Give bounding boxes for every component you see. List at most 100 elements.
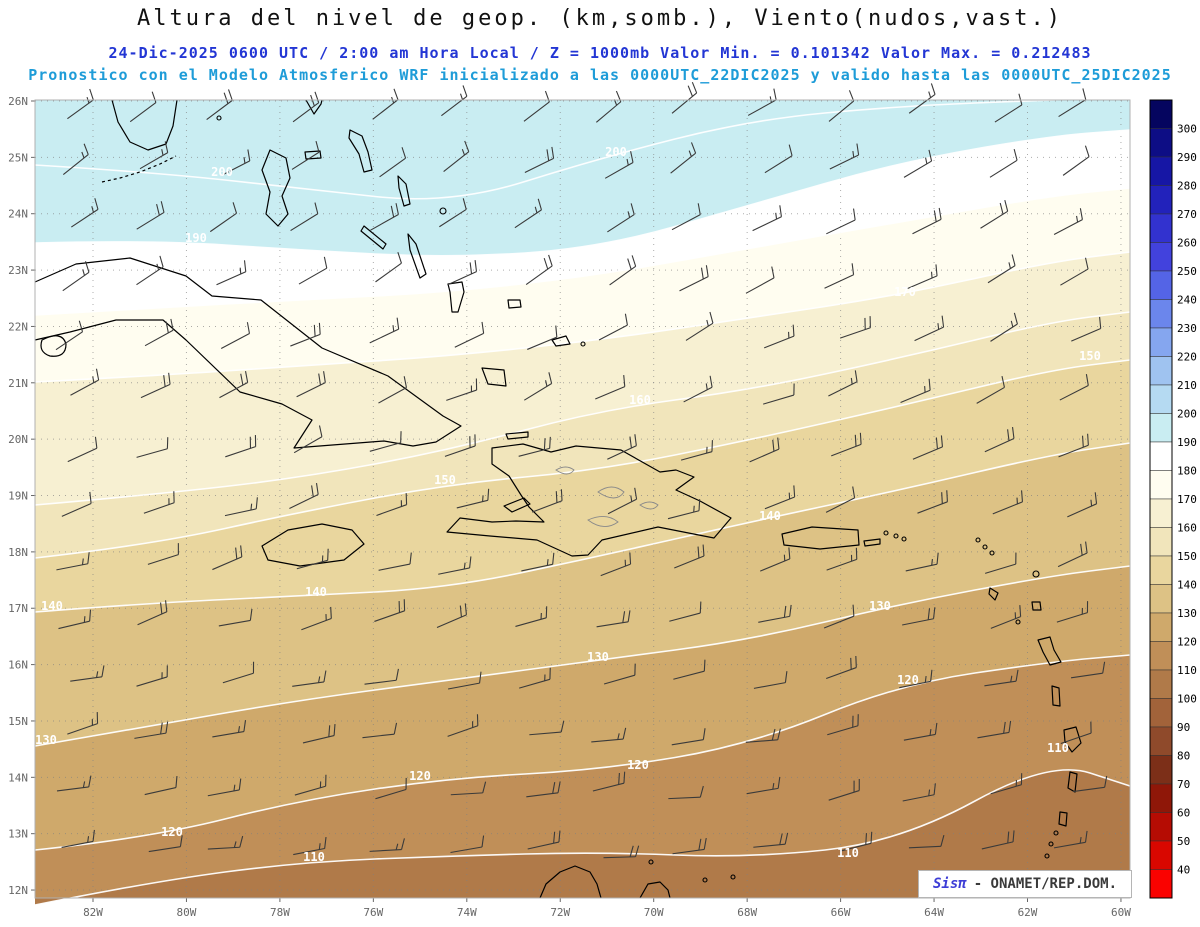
contour-label: 120: [627, 758, 649, 772]
lat-tick-label: 26N: [8, 95, 28, 108]
watermark-text: - ONAMET/REP.DOM.: [973, 876, 1117, 892]
lon-tick-label: 80W: [177, 906, 197, 919]
contour-label: 130: [869, 599, 891, 613]
contour-lines: [34, 96, 1131, 906]
contour-label: 130: [35, 733, 57, 747]
lat-tick-label: 23N: [8, 264, 28, 277]
coastlines: [34, 99, 1082, 899]
islet: [216, 115, 222, 121]
lon-tick-label: 66W: [831, 906, 851, 919]
colorbar-tick-label: 170: [1177, 493, 1197, 506]
colorbar-tick-label: 250: [1177, 265, 1197, 278]
colorbar-tick-label: 60: [1177, 807, 1190, 820]
contour-label: 150: [1079, 349, 1101, 363]
colorbar-tick-label: 50: [1177, 835, 1190, 848]
lon-tick-label: 68W: [737, 906, 757, 919]
contour-label: 140: [305, 585, 327, 599]
chart-title: Altura del nivel de geop. (km,somb.), Vi…: [137, 6, 1063, 31]
colorbar-tick-label: 300: [1177, 123, 1197, 136]
lat-tick-label: 13N: [8, 828, 28, 841]
lat-tick-label: 20N: [8, 433, 28, 446]
colorbar-tick-label: 120: [1177, 636, 1197, 649]
contour-label: 120: [161, 825, 183, 839]
coastline-st-vincent: [1058, 811, 1068, 827]
coastline-mayaguana: [507, 299, 522, 309]
wind-barbs: [55, 81, 1108, 859]
watermark-box: Sisπ - ONAMET/REP.DOM.: [918, 870, 1132, 898]
lon-tick-label: 82W: [83, 906, 103, 919]
coastline-guajira-peninsula: [539, 865, 602, 899]
coastline-new-providence: [304, 150, 322, 160]
contour-label: 110: [1047, 741, 1069, 755]
chart-subtitle-model: Pronostico con el Modelo Atmosferico WRF…: [28, 66, 1172, 84]
colorbar: 300 290 280 270 260 250 240 230 220 210 200 190 180 1…: [1149, 99, 1197, 899]
lat-tick-label: 19N: [8, 490, 28, 503]
coastline-paraguana: [639, 881, 671, 899]
coastline-florida-keys: [101, 155, 177, 183]
islet: [1032, 570, 1040, 578]
lat-tick-label: 18N: [8, 546, 28, 559]
coastline-eleuthera: [348, 129, 373, 173]
lat-tick-label: 24N: [8, 208, 28, 221]
axis-labels: 26N 25N 24N 23N 22N 21N 20N 19N 18N 17N 16N 15N 14N 1…: [8, 95, 1131, 919]
colorbar-tick-label: 70: [1177, 778, 1190, 791]
colorbar-tick-label: 210: [1177, 379, 1197, 392]
colorbar-tick-label: 260: [1177, 237, 1197, 250]
lat-tick-label: 15N: [8, 715, 28, 728]
colorbar-tick-label: 220: [1177, 351, 1197, 364]
lon-tick-label: 70W: [644, 906, 664, 919]
colorbar-tick-label: 190: [1177, 436, 1197, 449]
coastline-st-lucia: [1067, 771, 1078, 793]
coastline-cuba: [34, 257, 462, 449]
colorbar-tick-label: 280: [1177, 180, 1197, 193]
lat-tick-label: 12N: [8, 884, 28, 897]
terrain-contours: [555, 466, 659, 527]
lon-tick-label: 64W: [924, 906, 944, 919]
islet: [648, 859, 654, 865]
lon-tick-label: 74W: [457, 906, 477, 919]
colorbar-tick-label: 160: [1177, 522, 1197, 535]
coastline-vieques: [863, 538, 881, 547]
lat-tick-label: 25N: [8, 151, 28, 164]
lat-tick-label: 22N: [8, 320, 28, 333]
lon-tick-label: 62W: [1018, 906, 1038, 919]
colorbar-tick-label: 90: [1177, 721, 1190, 734]
colorbar-tick-label: 270: [1177, 208, 1197, 221]
colorbar-tick-label: 230: [1177, 322, 1197, 335]
contour-label: 160: [629, 393, 651, 407]
contour-label: 140: [41, 599, 63, 613]
contour-label: 190: [185, 231, 207, 245]
islet: [1048, 841, 1054, 847]
coastline-florida: [111, 99, 178, 151]
islet: [883, 530, 889, 536]
coastline-dominica: [1051, 685, 1061, 707]
colorbar-tick-label: 290: [1177, 151, 1197, 164]
lon-tick-label: 72W: [550, 906, 570, 919]
lon-tick-label: 78W: [270, 906, 290, 919]
contour-label: 170: [894, 285, 916, 299]
coastline-st-kitts: [988, 587, 999, 601]
coastline-exuma: [360, 225, 387, 250]
islet: [730, 874, 736, 880]
coastline-antigua: [1031, 601, 1042, 611]
islet: [982, 544, 988, 550]
islet: [1053, 830, 1059, 836]
colorbar-tick-label: 240: [1177, 294, 1197, 307]
contour-label: 150: [434, 473, 456, 487]
coastline-crooked-acklins: [447, 281, 465, 313]
colorbar-tick-label: 100: [1177, 693, 1197, 706]
map-frame: [34, 99, 1131, 899]
colorbar-tick-label: 110: [1177, 664, 1197, 677]
colorbar-tick-label: 140: [1177, 579, 1197, 592]
coastline-hispaniola: [446, 443, 732, 557]
contour-label: 110: [837, 846, 859, 860]
islet: [1015, 619, 1021, 625]
lon-tick-label: 60W: [1111, 906, 1131, 919]
islet: [1044, 853, 1050, 859]
islet: [893, 533, 899, 539]
colorbar-tick-label: 200: [1177, 408, 1197, 421]
chart-subtitle-validtime: 24-Dic-2025 0600 UTC / 2:00 am Hora Loca…: [108, 44, 1092, 62]
colorbar-tick-label: 40: [1177, 864, 1190, 877]
